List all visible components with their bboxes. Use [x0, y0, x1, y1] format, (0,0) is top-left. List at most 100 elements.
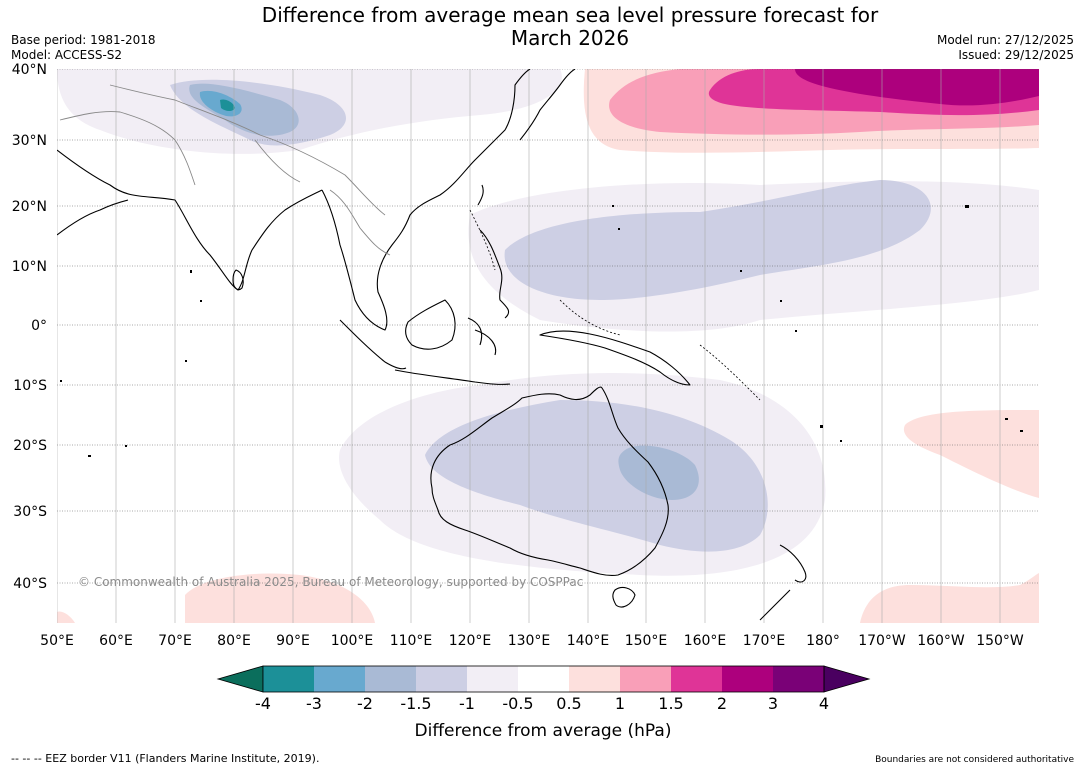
lon-label: 50°E: [40, 633, 74, 649]
lon-label: 120°E: [449, 633, 492, 649]
anomaly-pos-southern-ocean-east: [860, 573, 1039, 623]
colorbar-segment: [722, 666, 773, 692]
anomaly-neg-mid-pacific: [504, 180, 931, 300]
anomaly-fields: [57, 69, 1039, 623]
anomaly-pos-stronger-north-pacific: [795, 69, 1039, 106]
colorbar-tick: 4: [819, 694, 829, 713]
colorbar-segment: [416, 666, 467, 692]
anomaly-pos-southern-ocean-west: [185, 573, 375, 623]
lat-label: 20°N: [12, 199, 47, 215]
lat-label: 40°S: [13, 576, 47, 592]
lat-label: 0°: [31, 318, 47, 334]
title-line-2: March 2026: [510, 26, 630, 50]
anomaly-neg-strongest-tibet: [220, 99, 235, 111]
colorbar-segment: [620, 666, 671, 692]
colorbar-tick: -2: [357, 694, 373, 713]
coast-india: [57, 149, 323, 291]
coast-new-guinea: [539, 330, 691, 386]
lat-label: 20°S: [13, 438, 47, 454]
meridians: [57, 69, 1001, 623]
colorbar-tick: -1.5: [400, 694, 431, 713]
coast-sulawesi: [467, 317, 497, 356]
coast-australia: [430, 386, 669, 576]
colorbar-outline: [262, 665, 825, 693]
coast-sumatra: [339, 319, 407, 370]
colorbar-tick: 1.5: [658, 694, 683, 713]
meta-left: Base period: 1981-2018 Model: ACCESS-S2: [11, 33, 156, 63]
lon-label: 170°W: [858, 633, 906, 649]
colorbar-segment: [314, 666, 365, 692]
colorbar-tick: -3: [306, 694, 322, 713]
lat-label: 10°S: [13, 378, 47, 394]
lon-label: 90°E: [276, 633, 310, 649]
colorbar-segments: [216, 665, 871, 693]
colorbar-tick: -4: [255, 694, 271, 713]
lon-label: 60°E: [99, 633, 133, 649]
colorbar-segment: [467, 666, 518, 692]
colorbar-tick: 2: [717, 694, 727, 713]
coast-philippines: [479, 229, 510, 319]
pacific-islands: [60, 205, 1023, 457]
lat-label: 40°N: [12, 62, 47, 78]
longitude-labels: 50°E 60°E 70°E 80°E 90°E 100°E 110°E 120…: [40, 633, 1024, 649]
colorbar-arrow-high: [823, 665, 871, 693]
colorbar-tick: -1: [459, 694, 475, 713]
model-run: Model run: 27/12/2025: [936, 33, 1074, 47]
colorbar-segment: [518, 666, 569, 692]
coast-arabia: [57, 199, 129, 236]
coast-sri-lanka: [232, 269, 244, 291]
map-title: Difference from average mean sea level p…: [160, 4, 980, 50]
anomaly-neg-strong-queensland: [618, 445, 699, 500]
lon-label: 130°E: [508, 633, 551, 649]
coastlines: [57, 69, 807, 621]
colorbar-tick: 3: [768, 694, 778, 713]
colorbar-tick: 1: [615, 694, 625, 713]
colorbar-segment: [569, 666, 620, 692]
colorbar-ticks: -4 -3 -2 -1.5 -1 -0.5 0.5 1 1.5 2 3 4: [255, 694, 829, 713]
country-borders: [59, 84, 391, 256]
colorbar-segment: [773, 666, 824, 692]
colorbar-segment: [365, 666, 416, 692]
lat-label: 10°N: [12, 259, 47, 275]
eez-borders: [469, 209, 761, 401]
latitude-labels: 40°N 30°N 20°N 10°N 0° 10°S 20°S 30°S 40…: [12, 62, 47, 592]
issued-date: Issued: 29/12/2025: [958, 48, 1074, 62]
anomaly-pos-southern-ocean-sw: [57, 611, 75, 623]
model-name: Model: ACCESS-S2: [11, 48, 123, 62]
colorbar-arrow-low: [216, 665, 264, 693]
lon-label: 160°W: [917, 633, 965, 649]
eez-footnote: -- -- -- EEZ border V11 (Flanders Marine…: [11, 752, 320, 765]
lat-label: 30°N: [12, 133, 47, 149]
lat-label: 30°S: [13, 504, 47, 520]
meta-right: Model run: 27/12/2025 Issued: 29/12/2025: [937, 33, 1074, 63]
base-period: Base period: 1981-2018: [11, 33, 156, 47]
anomaly-pos-south-pacific: [903, 410, 1039, 498]
colorbar: -4 -3 -2 -1.5 -1 -0.5 0.5 1 1.5 2 3 4 Di…: [216, 665, 871, 741]
colorbar-title: Difference from average (hPa): [415, 721, 672, 741]
copyright-text: © Commonwealth of Australia 2025, Bureau…: [78, 575, 583, 589]
boundaries-disclaimer: Boundaries are not considered authoritat…: [875, 755, 1074, 765]
lon-label: 180°: [806, 633, 840, 649]
coast-borneo: [405, 299, 456, 350]
lon-label: 140°E: [567, 633, 610, 649]
lon-label: 150°E: [625, 633, 668, 649]
coast-java: [394, 369, 511, 385]
lon-label: 100°E: [331, 633, 374, 649]
lon-label: 150°W: [976, 633, 1024, 649]
coast-tasmania: [612, 586, 636, 608]
lon-label: 160°E: [684, 633, 727, 649]
lon-label: 70°E: [158, 633, 192, 649]
lon-label: 110°E: [390, 633, 433, 649]
colorbar-tick: 0.5: [556, 694, 581, 713]
coast-se-asia: [321, 69, 531, 331]
coast-taiwan-japan: [477, 69, 576, 206]
map-plot-area: © Commonwealth of Australia 2025, Bureau…: [57, 69, 1039, 623]
colorbar-tick: -0.5: [502, 694, 533, 713]
title-line-1: Difference from average mean sea level p…: [261, 3, 879, 27]
colorbar-segment: [671, 666, 722, 692]
coast-new-zealand: [759, 544, 807, 621]
lon-label: 80°E: [217, 633, 251, 649]
anomaly-neg-mid-australia: [425, 400, 768, 552]
lon-label: 170°E: [743, 633, 786, 649]
